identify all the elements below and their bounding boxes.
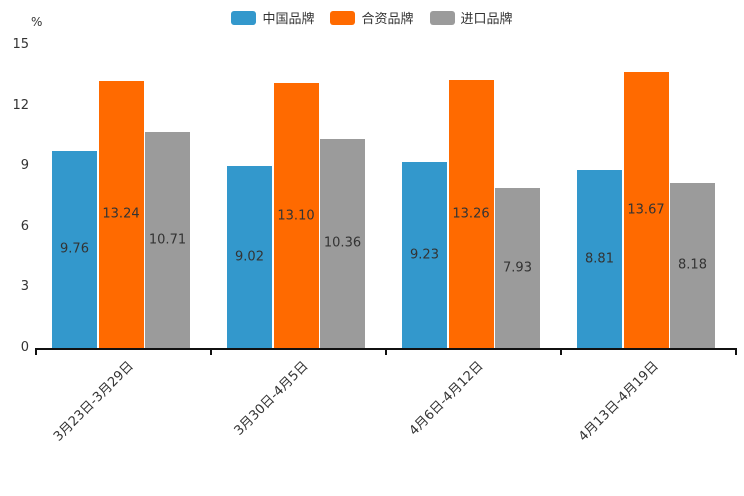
legend-item-label: 中国品牌 bbox=[262, 12, 315, 27]
x-axis-tick bbox=[35, 350, 37, 355]
legend: 中国品牌 合资品牌 进口品牌 bbox=[0, 8, 744, 27]
y-axis-tick-label: 12 bbox=[12, 97, 29, 113]
y-axis-tick-labels: 0 3 6 9 12 15 bbox=[0, 37, 29, 355]
legend-item-import-brand[interactable]: 进口品牌 bbox=[429, 8, 513, 27]
bar-joint-venture-brand-group-3[interactable]: 13.67 bbox=[623, 71, 669, 348]
bar-value-label: 13.24 bbox=[102, 206, 140, 222]
bar-value-label: 8.81 bbox=[585, 251, 614, 267]
bar-import-brand-group-1[interactable]: 10.36 bbox=[320, 138, 365, 348]
legend-item-label: 合资品牌 bbox=[361, 12, 414, 27]
x-axis-category-label: 4月6日-4月12日 bbox=[406, 358, 487, 439]
legend-item-label: 进口品牌 bbox=[460, 12, 513, 27]
x-axis-line bbox=[35, 348, 737, 350]
x-axis-tick bbox=[210, 350, 212, 355]
x-axis-category-label: 3月30日-4月5日 bbox=[231, 358, 312, 439]
bar-import-brand-group-0[interactable]: 10.71 bbox=[145, 131, 190, 348]
bar-import-brand-group-2[interactable]: 7.93 bbox=[495, 187, 540, 348]
x-axis-category-label: 3月23日-3月29日 bbox=[51, 358, 137, 445]
y-axis-tick-label: 9 bbox=[20, 158, 29, 174]
bar-value-label: 10.71 bbox=[148, 232, 187, 248]
bar-value-label: 13.67 bbox=[627, 202, 665, 218]
plot-area: 9.76 9.02 9.23 8.81 13.24 13.10 13.26 13.67 10.7… bbox=[35, 45, 737, 355]
legend-item-china-brand[interactable]: 中国品牌 bbox=[231, 8, 314, 27]
bar-china-brand-group-1[interactable]: 9.02 bbox=[227, 165, 272, 348]
y-axis-tick-label: 3 bbox=[20, 279, 29, 295]
x-axis-category-label: 4月13日-4月19日 bbox=[576, 358, 662, 445]
bar-value-label: 13.26 bbox=[452, 206, 490, 222]
legend-swatch-icon bbox=[231, 10, 257, 25]
bar-value-label: 10.36 bbox=[323, 235, 362, 251]
bar-joint-venture-brand-group-0[interactable]: 13.24 bbox=[98, 80, 144, 348]
bar-value-label: 9.23 bbox=[410, 247, 439, 263]
legend-swatch-icon bbox=[330, 10, 356, 25]
y-axis-tick-label: 6 bbox=[20, 218, 29, 234]
legend-swatch-icon bbox=[429, 10, 455, 25]
x-axis-tick bbox=[560, 350, 562, 355]
y-axis-tick-label: 15 bbox=[12, 37, 29, 52]
bar-china-brand-group-2[interactable]: 9.23 bbox=[402, 161, 447, 348]
bar-value-label: 13.10 bbox=[277, 208, 315, 224]
bar-joint-venture-brand-group-1[interactable]: 13.10 bbox=[273, 83, 319, 348]
bar-value-label: 9.02 bbox=[235, 249, 264, 265]
legend-item-joint-venture-brand[interactable]: 合资品牌 bbox=[330, 8, 414, 27]
y-axis-unit-label: % bbox=[31, 15, 43, 29]
bar-joint-venture-brand-group-2[interactable]: 13.26 bbox=[448, 80, 494, 348]
x-axis-tick bbox=[385, 350, 387, 355]
bar-china-brand-group-0[interactable]: 9.76 bbox=[52, 150, 97, 348]
bar-value-label: 9.76 bbox=[60, 241, 89, 257]
bar-import-brand-group-3[interactable]: 8.18 bbox=[670, 182, 715, 348]
x-axis-tick bbox=[735, 350, 737, 355]
bar-value-label: 7.93 bbox=[503, 260, 532, 276]
y-axis-tick-label: 0 bbox=[20, 340, 29, 355]
bar-value-label: 8.18 bbox=[678, 257, 707, 273]
bar-china-brand-group-3[interactable]: 8.81 bbox=[577, 170, 622, 348]
